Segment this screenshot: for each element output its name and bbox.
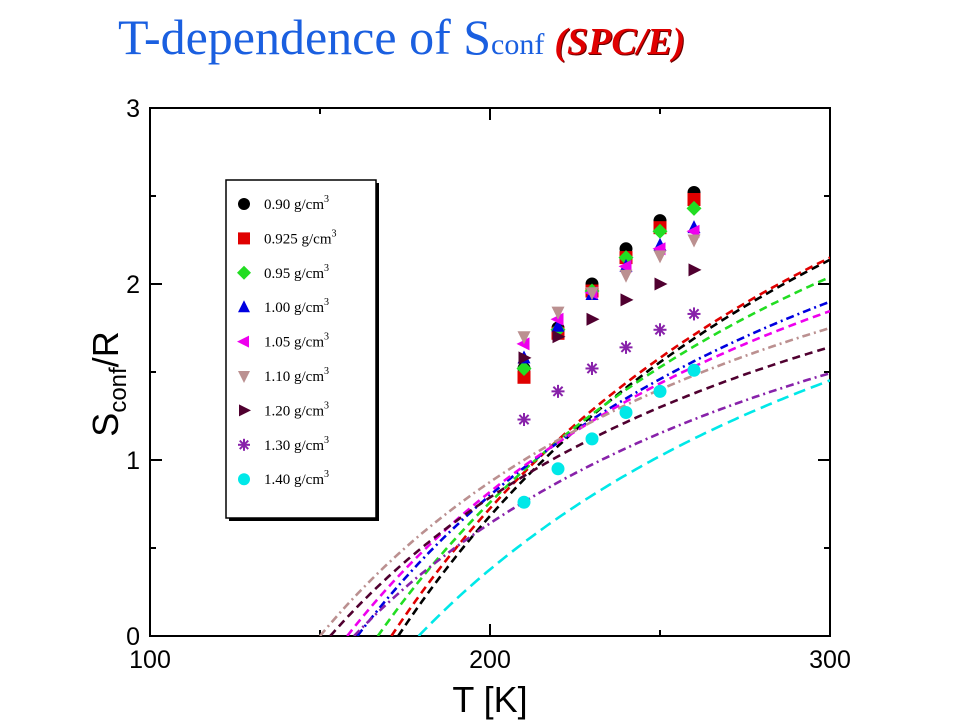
legend-label: 1.40 g/cm3: [264, 469, 329, 488]
series-points: [517, 193, 701, 384]
data-point: [585, 287, 599, 301]
series-curve: [346, 309, 830, 636]
series-points: [517, 307, 701, 427]
legend-marker: [238, 300, 250, 313]
legend-label: 1.20 g/cm3: [264, 400, 329, 419]
series-curve: [376, 275, 830, 636]
series-curve: [356, 300, 830, 636]
data-point: [585, 361, 599, 375]
data-point: [687, 234, 701, 248]
data-point: [687, 193, 701, 207]
slide-title: T-dependence of Sconf (SPC/E): [118, 8, 685, 66]
data-point: [619, 269, 633, 283]
series-curve: [318, 326, 830, 636]
data-point: [618, 259, 632, 273]
series-curve: [390, 256, 830, 636]
y-tick-label: 3: [126, 95, 140, 123]
series-points: [517, 220, 701, 364]
data-point: [516, 337, 530, 351]
curves: [318, 256, 830, 636]
legend-label: 1.00 g/cm3: [264, 297, 329, 316]
data-point: [551, 462, 565, 476]
legend-marker: [238, 198, 250, 210]
x-tick-label: 300: [809, 646, 851, 674]
data-point: [688, 263, 702, 277]
data-point: [552, 330, 566, 344]
data-point: [619, 340, 633, 354]
data-point: [686, 200, 702, 216]
x-axis-label: T [K]: [452, 679, 527, 720]
legend-label: 0.95 g/cm3: [264, 263, 329, 282]
legend-marker: [238, 438, 250, 451]
series-curve: [329, 345, 830, 636]
data-point: [620, 293, 634, 307]
series-curve: [397, 258, 830, 636]
legend: [225, 179, 377, 519]
series-curve: [353, 371, 830, 636]
legend-marker: [238, 371, 250, 383]
title-main: T-dependence of S: [118, 9, 492, 65]
data-point: [654, 277, 668, 291]
data-point: [550, 312, 564, 326]
legend-marker: [239, 404, 251, 417]
data-point: [517, 413, 531, 427]
series-points: [517, 185, 701, 375]
data-point: [653, 323, 667, 337]
data-point: [686, 224, 700, 238]
data-point: [517, 370, 531, 384]
series-points: [517, 363, 701, 509]
data-point: [687, 363, 701, 377]
series-points: [516, 224, 700, 351]
title-tag: (SPC/E): [554, 21, 686, 63]
title-subscript: conf: [491, 28, 545, 61]
data-point: [653, 250, 667, 264]
data-point: [551, 306, 565, 320]
data-point: [619, 405, 633, 419]
series-points: [518, 263, 702, 365]
data-point: [653, 384, 667, 398]
y-tick-label: 2: [126, 271, 140, 299]
data-point: [551, 318, 565, 332]
legend-marker: [238, 232, 250, 245]
legend-label: 0.925 g/cm3: [264, 228, 337, 247]
legend-marker: [237, 265, 251, 280]
data-point: [585, 432, 599, 446]
y-tick-label: 1: [126, 447, 140, 475]
legend-label: 1.10 g/cm3: [264, 366, 329, 385]
legend-label: 0.90 g/cm3: [264, 194, 329, 213]
legend-label: 1.05 g/cm3: [264, 332, 329, 351]
legend-marker: [238, 473, 250, 486]
data-point: [586, 312, 600, 326]
x-tick-label: 100: [129, 646, 171, 674]
data-point: [517, 495, 531, 509]
data-point: [517, 331, 531, 345]
y-axis-label: Sconf/R: [85, 331, 132, 436]
series-points: [517, 234, 701, 345]
data-point: [551, 384, 565, 398]
series-curve: [417, 379, 830, 636]
legend-marker: [237, 335, 249, 348]
data-point: [652, 223, 668, 239]
y-tick-label: 0: [126, 623, 140, 651]
legend-label: 1.30 g/cm3: [264, 435, 329, 454]
x-tick-label: 200: [469, 646, 511, 674]
data-point: [687, 307, 701, 321]
data-point: [518, 351, 532, 365]
data-point: [516, 360, 532, 376]
